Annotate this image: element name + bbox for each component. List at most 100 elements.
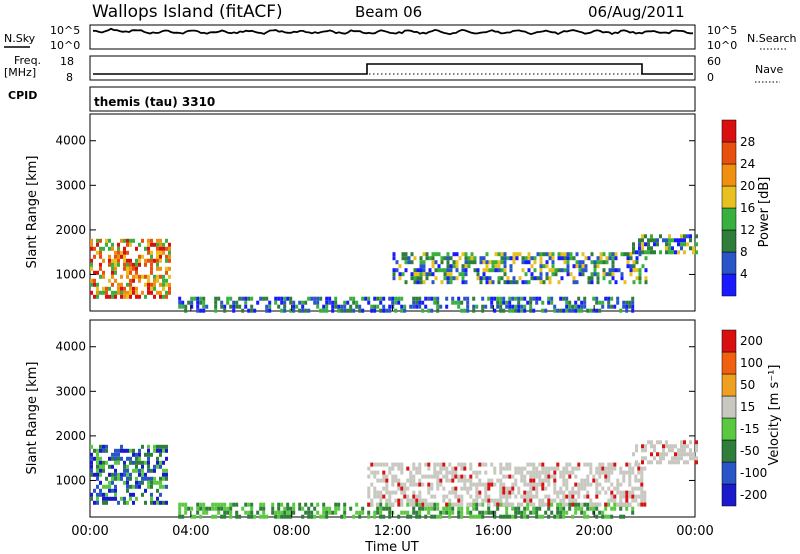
range-time-cell (449, 272, 453, 277)
x-tick-label: 00:00 (71, 524, 108, 539)
range-time-cell (553, 466, 557, 471)
range-time-cell (376, 494, 380, 499)
range-time-cell (340, 304, 344, 309)
range-time-cell (499, 502, 503, 507)
range-time-cell (587, 276, 591, 281)
range-time-cell (388, 510, 392, 515)
range-time-cell (520, 308, 524, 313)
range-time-cell (677, 250, 680, 255)
range-time-cell (367, 486, 371, 491)
range-time-cell (665, 444, 668, 449)
range-time-cell (565, 470, 569, 475)
range-time-cell (412, 510, 416, 515)
range-time-cell (457, 506, 461, 511)
range-time-cell (622, 494, 626, 499)
range-time-cell (153, 444, 156, 449)
range-time-cell (126, 484, 129, 489)
range-time-cell (416, 276, 420, 281)
range-time-cell (93, 294, 96, 299)
range-time-cell (439, 466, 443, 471)
range-time-cell (562, 474, 566, 479)
range-time-cell (274, 296, 278, 301)
range-time-cell (683, 448, 686, 453)
range-time-cell (674, 238, 677, 243)
range-time-cell (135, 456, 138, 461)
range-time-cell (476, 272, 480, 277)
range-time-cell (244, 304, 248, 309)
range-time-cell (487, 502, 491, 507)
range-time-cell (628, 502, 632, 507)
range-time-cell (337, 308, 341, 313)
range-time-cell (671, 448, 674, 453)
range-time-cell (490, 478, 494, 483)
range-time-cell (590, 280, 594, 285)
range-time-cell (114, 294, 117, 299)
range-time-cell (496, 502, 500, 507)
range-time-cell (409, 502, 413, 507)
range-time-cell (376, 502, 380, 507)
range-time-cell (313, 300, 317, 305)
range-time-cell (466, 490, 470, 495)
range-time-cell (580, 506, 584, 511)
range-time-cell (457, 478, 461, 483)
range-time-cell (512, 280, 516, 285)
range-time-cell (490, 300, 494, 305)
range-time-cell (150, 266, 153, 271)
range-time-cell (428, 256, 432, 261)
range-time-cell (568, 498, 572, 503)
range-time-cell (547, 494, 551, 499)
range-time-cell (577, 296, 581, 301)
range-time-cell (535, 474, 539, 479)
range-time-cell (499, 478, 503, 483)
range-time-cell (202, 510, 206, 515)
range-time-cell (598, 470, 602, 475)
range-time-cell (395, 260, 399, 265)
range-time-cell (410, 252, 414, 257)
range-time-cell (400, 490, 404, 495)
cpid-value: themis (tau) 3310 (94, 95, 215, 109)
range-time-cell (589, 462, 593, 467)
range-time-cell (141, 460, 144, 465)
range-time-cell (461, 264, 465, 269)
range-time-cell (547, 506, 551, 511)
range-time-cell (412, 490, 416, 495)
range-time-cell (150, 258, 153, 263)
range-time-cell (521, 256, 525, 261)
range-time-cell (595, 506, 599, 511)
range-time-cell (102, 246, 105, 251)
range-time-cell (487, 494, 491, 499)
range-time-cell (508, 308, 512, 313)
range-time-cell (301, 514, 305, 519)
range-time-cell (433, 462, 437, 467)
range-time-cell (99, 290, 102, 295)
range-time-cell (102, 468, 105, 473)
range-time-cell (135, 270, 138, 275)
range-time-cell (553, 498, 557, 503)
y-tick-label: 4000 (55, 340, 86, 354)
range-time-cell (105, 484, 108, 489)
range-time-cell (493, 510, 497, 515)
range-time-cell (544, 510, 548, 515)
range-time-cell (159, 484, 162, 489)
range-time-cell (96, 448, 99, 453)
range-time-cell (599, 252, 603, 257)
range-time-cell (391, 466, 395, 471)
range-time-cell (419, 272, 423, 277)
range-time-cell (514, 308, 518, 313)
range-time-cell (512, 260, 516, 265)
range-time-cell (499, 308, 503, 313)
range-time-cell (96, 468, 99, 473)
range-time-cell (319, 514, 323, 519)
range-time-cell (135, 262, 138, 267)
range-time-cell (391, 490, 395, 495)
range-time-cell (628, 470, 632, 475)
range-time-cell (433, 502, 437, 507)
range-time-cell (607, 474, 611, 479)
range-time-cell (412, 482, 416, 487)
noise-right-tick-low: 10^0 (707, 39, 737, 52)
range-time-cell (598, 308, 602, 313)
range-time-cell (560, 252, 564, 257)
range-time-cell (168, 250, 171, 255)
range-time-cell (532, 462, 536, 467)
range-time-cell (211, 514, 215, 519)
